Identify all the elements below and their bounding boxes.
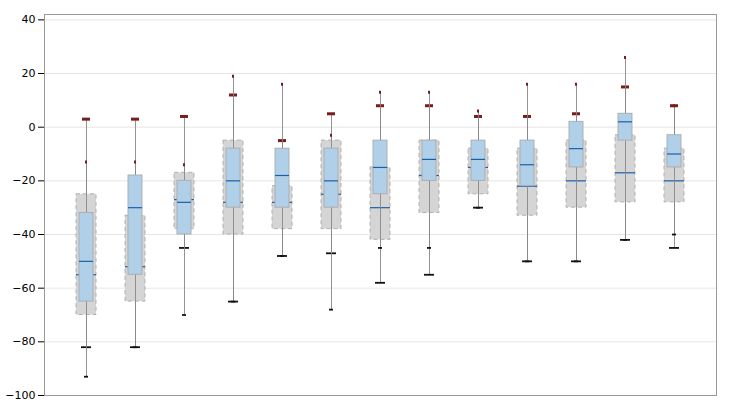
svg-text:0: 0	[29, 121, 36, 134]
svg-text:−100: −100	[5, 389, 35, 402]
svg-text:−80: −80	[12, 335, 35, 348]
svg-text:−20: −20	[12, 174, 35, 187]
svg-text:−60: −60	[12, 282, 35, 295]
svg-text:20: 20	[22, 67, 36, 80]
svg-text:40: 40	[22, 13, 36, 26]
svg-text:−40: −40	[12, 228, 35, 241]
